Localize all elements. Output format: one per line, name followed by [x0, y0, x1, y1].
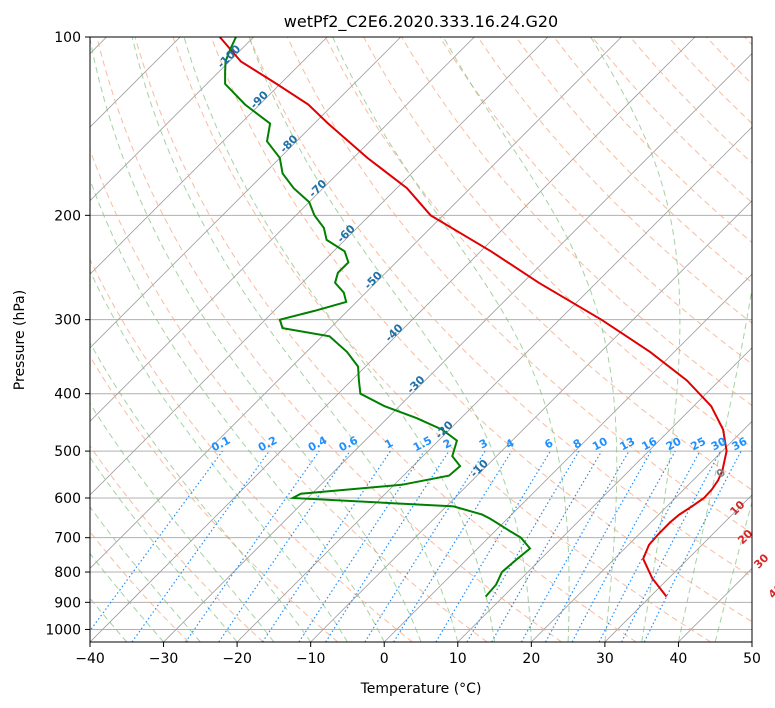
y-tick-label: 500 [54, 444, 81, 460]
y-tick-label: 800 [54, 565, 81, 581]
dry-adiabat-line [591, 37, 752, 204]
x-tick-label: 0 [380, 651, 389, 667]
mixing-ratio-line [131, 450, 270, 642]
mixing-ratio-label: 13 [618, 435, 638, 454]
dry-adiabat-line [134, 37, 637, 642]
x-tick-label: 40 [670, 651, 688, 667]
dry-adiabat-line [363, 37, 752, 449]
mixing-ratio-line [466, 450, 580, 642]
x-tick-label: −30 [149, 651, 179, 667]
moist-adiabat-line [332, 37, 570, 642]
y-tick-label: 600 [54, 491, 81, 507]
isotherm-line [90, 37, 475, 422]
y-axis-title: Pressure (hPa) [12, 290, 28, 390]
x-axis-title: Temperature (°C) [360, 681, 482, 697]
mixing-ratio-label: 16 [640, 434, 660, 453]
moist-adiabat-line [90, 37, 422, 642]
isotherm-line [90, 37, 549, 496]
moist-adiabat-label: 40 [766, 581, 775, 601]
isotherm-line [163, 52, 752, 642]
mixing-ratio-line [218, 450, 351, 642]
x-tick-label: 20 [522, 651, 540, 667]
dry-adiabat-line [477, 37, 752, 324]
dry-adiabat-line [90, 445, 264, 642]
dry-adiabat-line [96, 37, 562, 642]
dewpoint-profile-line [224, 37, 532, 598]
mixing-ratio-line [393, 450, 513, 642]
profiles [219, 37, 728, 598]
isobar-grid [90, 37, 752, 630]
dry-adiabat-line [286, 37, 752, 534]
dry-adiabats [90, 37, 752, 642]
mixing-ratio-line [185, 450, 320, 642]
x-axis-ticks: −40 −30 −20 −10 0 10 20 30 40 50 [75, 642, 761, 667]
moist-adiabat-line [442, 37, 618, 642]
dry-adiabat-line [325, 37, 752, 491]
x-tick-label: −20 [222, 651, 252, 667]
y-tick-label: 400 [54, 387, 81, 403]
mixing-ratio-line [571, 450, 676, 642]
mixing-ratio-label: 20 [664, 434, 684, 453]
moist-adiabat-line [90, 552, 164, 642]
mixing-ratio-line [545, 450, 652, 642]
y-tick-label: 700 [54, 531, 81, 547]
mixing-ratio-line [435, 450, 552, 642]
moist-adiabat-line [590, 37, 681, 642]
dry-adiabat-line [210, 37, 752, 623]
plot-area [90, 37, 752, 642]
mixing-ratio-line [364, 450, 486, 642]
isotherm-line [90, 37, 328, 275]
y-tick-label: 900 [54, 595, 81, 611]
x-tick-label: 10 [449, 651, 467, 667]
y-axis-ticks: 100 200 300 400 500 600 700 800 900 1000 [45, 30, 90, 638]
x-tick-label: −40 [75, 651, 105, 667]
x-tick-label: 50 [743, 651, 761, 667]
isotherm-line [236, 126, 752, 642]
mixing-ratio-label: 36 [730, 435, 750, 454]
mixing-ratio-line [491, 450, 603, 642]
isotherm-line [90, 37, 402, 349]
moist-adiabat-line [90, 506, 201, 642]
mixing-ratio-label: 10 [590, 435, 610, 454]
moist-adiabat-line [677, 285, 752, 642]
isotherm-line [90, 37, 622, 570]
moist-adiabat-line [90, 402, 275, 642]
x-tick-label: 30 [596, 651, 614, 667]
dry-adiabat-line [172, 37, 712, 642]
mixing-ratio-lines [90, 450, 742, 642]
moist-adiabat-line [90, 269, 348, 642]
moist-adiabat-line [248, 37, 532, 642]
mixing-ratio-line [520, 450, 630, 642]
moist-adiabat-line [714, 500, 752, 642]
isotherm-line [383, 273, 752, 642]
y-tick-label: 300 [54, 313, 81, 329]
y-tick-label: 1000 [45, 622, 81, 638]
dry-adiabat-line [629, 37, 752, 164]
mixing-ratio-label: 30 [709, 435, 729, 454]
isotherm-line [531, 420, 752, 642]
mixing-ratio-label: 25 [688, 435, 708, 454]
dry-adiabat-line [401, 37, 752, 407]
y-tick-label: 100 [54, 30, 81, 46]
moist-adiabat-line [90, 341, 312, 642]
mixing-ratio-line [325, 450, 450, 642]
moist-adiabat-line [90, 597, 128, 642]
isotherm-line [457, 347, 752, 642]
isotherm-line [604, 494, 752, 642]
dry-adiabat-line [248, 37, 752, 578]
plot-frame [89, 36, 753, 643]
moist-adiabat-line [90, 456, 238, 642]
temperature-profile-line [219, 37, 728, 598]
x-tick-label: −10 [296, 651, 326, 667]
isotherm-line [90, 37, 254, 202]
dry-adiabat-line [90, 258, 413, 642]
y-tick-label: 200 [54, 208, 81, 224]
moist-adiabat-line [183, 37, 496, 642]
chart-title: wetPf2_C2E6.2020.333.16.24.G20 [284, 12, 558, 32]
